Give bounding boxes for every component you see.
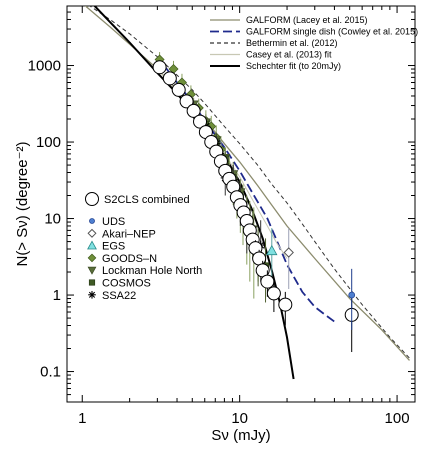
marker-open-diamond bbox=[283, 247, 294, 258]
legend-point-label: GOODS–N bbox=[102, 253, 157, 265]
legend-point-label: COSMOS bbox=[102, 278, 151, 290]
legend-line-label: GALFORM single dish (Cowley et al. 2015) bbox=[246, 27, 418, 37]
marker-open-circle bbox=[85, 192, 99, 206]
x-tick-label: 100 bbox=[385, 410, 410, 427]
y-tick-label: 10 bbox=[44, 211, 61, 228]
marker-open-circle bbox=[171, 82, 186, 97]
marker-open-circle bbox=[152, 60, 167, 75]
legend-point-label: EGS bbox=[102, 241, 125, 253]
marker-green-square bbox=[88, 279, 96, 286]
data-points bbox=[152, 52, 359, 353]
legend-point-label: Akari–NEP bbox=[102, 228, 156, 240]
legend-line-label: Casey et al. (2013) fit bbox=[246, 50, 332, 60]
marker-cyan-triangle bbox=[266, 244, 278, 256]
x-axis-label: Sν (mJy) bbox=[211, 427, 270, 444]
legend-line-label: Bethermin et al. (2012) bbox=[246, 38, 338, 48]
y-tick-label: 0.1 bbox=[40, 364, 61, 381]
marker-open-circle bbox=[252, 251, 267, 266]
marker-cyan-triangle bbox=[87, 240, 97, 250]
marker-green-diamond bbox=[87, 253, 97, 263]
marker-open-circle bbox=[278, 297, 293, 312]
marker-open-circle bbox=[162, 71, 177, 86]
marker-blue-dot bbox=[89, 218, 95, 224]
legend-line-label: GALFORM (Lacey et al. 2015) bbox=[246, 15, 368, 25]
marker-open-circle bbox=[186, 103, 201, 118]
plot-frame bbox=[66, 5, 416, 403]
legend-point-label: SSA22 bbox=[102, 290, 136, 302]
x-tick-label: 10 bbox=[231, 410, 248, 427]
legend-point-label: Lockman Hole North bbox=[102, 265, 202, 277]
marker-star bbox=[88, 290, 96, 299]
marker-blue-dot bbox=[348, 291, 356, 299]
axis-ticks: 1 10 100 0.1 1 10 100 1000 bbox=[28, 5, 415, 427]
legend-point-label: UDS bbox=[102, 216, 125, 228]
marker-open-circle bbox=[266, 286, 281, 301]
legend: GALFORM (Lacey et al. 2015) GALFORM singl… bbox=[85, 15, 418, 302]
marker-open-circle bbox=[179, 94, 194, 109]
legend-line-label: Schechter fit (to 20mJy) bbox=[246, 61, 341, 71]
series-line bbox=[88, 6, 410, 359]
y-tick-label: 1 bbox=[53, 287, 61, 304]
x-tick-label: 1 bbox=[78, 410, 86, 427]
y-tick-label: 1000 bbox=[28, 58, 61, 75]
marker-open-diamond bbox=[87, 228, 97, 238]
y-tick-label: 100 bbox=[36, 134, 61, 151]
marker-open-circle bbox=[193, 114, 208, 129]
marker-open-circle bbox=[260, 274, 275, 289]
marker-green-triangle-down bbox=[87, 266, 97, 275]
star-stroke bbox=[88, 291, 96, 298]
y-axis-label: N(> Sν) (degree⁻²) bbox=[14, 141, 31, 266]
legend-point-label: S2CLS combined bbox=[104, 194, 190, 206]
